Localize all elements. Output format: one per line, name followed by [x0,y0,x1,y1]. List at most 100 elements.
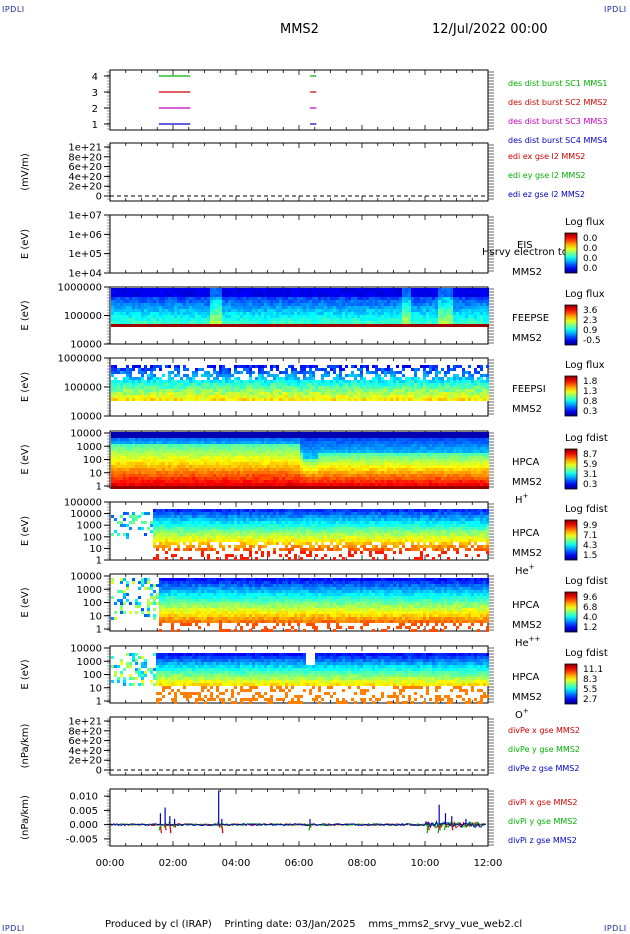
y-tick-label: 1000 [77,657,102,668]
y-tick-label: 1e+05 [68,249,102,260]
spacecraft-label: MMS2 [512,267,542,278]
y-tick-label: 0.005 [69,806,98,817]
legend-entry: divPe z gse MMS2 [508,764,579,773]
spike-green [163,824,166,828]
y-tick-label: 1e+04 [68,269,102,280]
colorbar-title: Log fdist [565,504,608,515]
y-tick-label: 0 [96,766,102,777]
x-tick-label: 12:00 [474,858,503,869]
spike-green [437,824,440,834]
panel-hpca_hepp: 10000 1000 100 10 1 E (eV) HPCA MMS2 He++ Log fdi… [20,572,608,650]
colorbar-tick-label: 0.0 [583,234,598,244]
species-label: O+ [515,707,529,721]
y-tick-label: 0.010 [69,792,98,803]
y-tick-label: 1000000 [57,354,102,365]
y-tick-label: 10000 [70,644,102,655]
y-tick-label: 2e+20 [68,182,102,193]
colorbar [564,304,578,346]
corner-label-top-right: IPDLI [604,5,627,14]
y-tick-label: 10 [89,683,102,694]
panel-divpi: 0.010 0.005 0.000 -0.005 (nPa/km) divPi x gse… [20,788,577,847]
legend-entry: edi ey gse l2 MMS2 [508,171,586,180]
colorbar-tick-label: 4.0 [583,613,598,623]
y-tick-label: 100000 [64,383,102,394]
colorbar-tick-label: 2.7 [583,695,597,705]
colorbar-tick-label: 2.3 [583,316,597,326]
corner-label-bottom-left: IPDLI [2,924,25,933]
instrument-label: FEEPSE [512,313,549,324]
panel-burst: 1 2 3 4 des dist burst SC1 MMS1 des dist burs… [92,69,607,145]
y-tick-label: 4 [92,72,98,83]
panel-feepsi: 1000000 100000 10000 E (eV) FEEPSI MMS2 Log fl… [20,354,605,423]
colorbar-title: Log flux [565,289,605,300]
y-axis-label: E (eV) [20,587,31,617]
spacecraft-label: MMS2 [512,620,542,631]
spectrogram [111,432,489,489]
species-charge: + [529,563,535,571]
panel-frame [109,214,489,274]
colorbar-tick-label: 0.3 [583,407,597,417]
colorbar-tick-label: 9.9 [583,521,598,531]
x-tick-label: 10:00 [411,858,440,869]
spike-green [464,824,467,828]
spacecraft-label: MMS2 [512,477,542,488]
date-title: 12/Jul/2022 00:00 [432,22,548,37]
panel-frame [109,69,489,131]
y-tick-label: -0.005 [66,834,98,845]
colorbar [564,519,578,561]
y-tick-label: 10000 [70,509,102,520]
legend-entry: des dist burst SC3 MMS3 [508,117,607,126]
colorbar-tick-label: -0.5 [583,336,601,346]
panel-frame [109,142,489,202]
colorbar [564,448,578,490]
legend-entry: divPi y gse MMS2 [508,817,577,826]
y-tick-label: 10000 [70,429,102,440]
colorbar-tick-label: 0.0 [583,254,598,264]
instrument-label: EIS [517,240,533,251]
x-axis: 00:00 02:00 04:00 06:00 08:00 10:00 12:00 [96,858,503,869]
y-tick-label: 100 [83,670,102,681]
panel-frame [109,788,489,847]
subtitle-label: Hsrvy electron to [482,247,568,258]
y-tick-label: 100000 [64,311,102,322]
spike-green [220,824,223,828]
y-tick-label: 6e+20 [68,162,102,173]
panel-hpca_o: 10000 1000 100 10 1 E (eV) HPCA MMS2 O+ Log fdist… [20,644,608,722]
colorbar [564,591,578,633]
legend-entry: des dist burst SC2 MMS2 [508,98,607,107]
colorbar-title: Log flux [565,217,605,228]
y-axis-label: E (eV) [20,229,31,259]
y-axis-label: E (eV) [20,300,31,330]
colorbar-tick-label: 0.8 [583,397,598,407]
spacecraft-label: MMS2 [512,692,542,703]
y-tick-label: 1000 [77,442,102,453]
y-tick-label: 4e+20 [68,746,102,757]
series-line-blue [110,820,487,829]
colorbar-tick-label: 11.1 [583,665,603,675]
instrument-label: HPCA [512,672,540,683]
spike-green [443,824,447,831]
y-tick-label: 1e+21 [68,143,102,154]
instrument-label: HPCA [512,528,540,539]
y-tick-label: 1 [96,625,102,636]
spectrogram [111,365,489,401]
colorbar-tick-label: 8.7 [583,450,597,460]
y-tick-label: 0.000 [69,820,98,831]
colorbar-title: Log flux [565,360,605,371]
y-tick-label: 100000 [64,498,102,509]
y-tick-label: 4e+20 [68,172,102,183]
y-tick-label: 1e+07 [68,211,102,222]
y-tick-label: 10000 [70,340,102,351]
spacecraft-label: MMS2 [512,404,542,415]
spacecraft-label: MMS2 [512,548,542,559]
colorbar-tick-label: 7.1 [583,531,597,541]
y-axis-label: (nPa/km) [20,724,31,769]
spike-red [451,824,454,831]
legend-entry: des dist burst SC4 MMS4 [508,136,607,145]
y-tick-label: 10 [89,611,102,622]
spike-red [221,824,224,834]
